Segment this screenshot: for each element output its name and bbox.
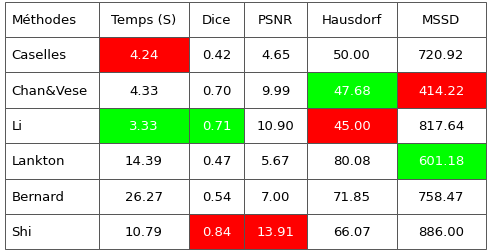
Bar	[307, 108, 397, 144]
Text: 13.91: 13.91	[257, 225, 295, 238]
Text: MSSD: MSSD	[422, 14, 461, 27]
Bar	[99, 179, 189, 214]
Bar	[307, 144, 397, 179]
Bar	[189, 38, 245, 73]
Text: Chan&Vese: Chan&Vese	[11, 84, 88, 97]
Text: 71.85: 71.85	[333, 190, 371, 203]
Text: 4.33: 4.33	[129, 84, 159, 97]
Bar	[307, 3, 397, 38]
Bar	[397, 73, 486, 108]
Text: 47.68: 47.68	[333, 84, 371, 97]
Bar	[245, 108, 307, 144]
Bar	[397, 214, 486, 249]
Text: 0.71: 0.71	[202, 119, 231, 133]
Bar	[99, 214, 189, 249]
Bar	[245, 179, 307, 214]
Bar	[397, 3, 486, 38]
Bar	[5, 73, 99, 108]
Text: 3.33: 3.33	[129, 119, 159, 133]
Text: Méthodes: Méthodes	[11, 14, 77, 27]
Text: 66.07: 66.07	[333, 225, 371, 238]
Bar	[189, 73, 245, 108]
Text: Bernard: Bernard	[11, 190, 64, 203]
Text: 601.18: 601.18	[418, 155, 464, 168]
Text: Hausdorf: Hausdorf	[322, 14, 382, 27]
Bar	[99, 3, 189, 38]
Text: Caselles: Caselles	[11, 49, 67, 62]
Bar	[5, 38, 99, 73]
Bar	[5, 144, 99, 179]
Text: 414.22: 414.22	[418, 84, 464, 97]
Bar	[245, 3, 307, 38]
Text: 0.70: 0.70	[202, 84, 231, 97]
Text: 817.64: 817.64	[418, 119, 464, 133]
Text: 7.00: 7.00	[261, 190, 290, 203]
Text: 9.99: 9.99	[261, 84, 290, 97]
Text: 758.47: 758.47	[418, 190, 464, 203]
Bar	[307, 214, 397, 249]
Text: Lankton: Lankton	[11, 155, 65, 168]
Text: 886.00: 886.00	[418, 225, 464, 238]
Bar	[99, 73, 189, 108]
Bar	[189, 3, 245, 38]
Bar	[5, 179, 99, 214]
Bar	[189, 108, 245, 144]
Text: 45.00: 45.00	[333, 119, 371, 133]
Bar	[307, 179, 397, 214]
Text: 14.39: 14.39	[125, 155, 163, 168]
Bar	[5, 214, 99, 249]
Text: Temps (S): Temps (S)	[111, 14, 177, 27]
Bar	[245, 214, 307, 249]
Text: 10.90: 10.90	[257, 119, 295, 133]
Bar	[189, 144, 245, 179]
Bar	[245, 144, 307, 179]
Bar	[5, 108, 99, 144]
Text: 10.79: 10.79	[125, 225, 163, 238]
Bar	[397, 144, 486, 179]
Text: 0.84: 0.84	[202, 225, 231, 238]
Text: 4.65: 4.65	[261, 49, 290, 62]
Text: 26.27: 26.27	[125, 190, 163, 203]
Text: 0.47: 0.47	[202, 155, 231, 168]
Text: Dice: Dice	[202, 14, 231, 27]
Bar	[5, 3, 99, 38]
Bar	[397, 108, 486, 144]
Text: PSNR: PSNR	[258, 14, 293, 27]
Text: 80.08: 80.08	[333, 155, 371, 168]
Text: 4.24: 4.24	[129, 49, 159, 62]
Bar	[99, 108, 189, 144]
Text: 720.92: 720.92	[418, 49, 464, 62]
Bar	[189, 179, 245, 214]
Text: 0.42: 0.42	[202, 49, 231, 62]
Bar	[245, 73, 307, 108]
Text: 5.67: 5.67	[261, 155, 291, 168]
Bar	[307, 38, 397, 73]
Text: Li: Li	[11, 119, 23, 133]
Text: 50.00: 50.00	[333, 49, 371, 62]
Text: Shi: Shi	[11, 225, 32, 238]
Bar	[99, 144, 189, 179]
Text: 0.54: 0.54	[202, 190, 231, 203]
Bar	[245, 38, 307, 73]
Bar	[397, 38, 486, 73]
Bar	[99, 38, 189, 73]
Bar	[189, 214, 245, 249]
Bar	[397, 179, 486, 214]
Bar	[307, 73, 397, 108]
